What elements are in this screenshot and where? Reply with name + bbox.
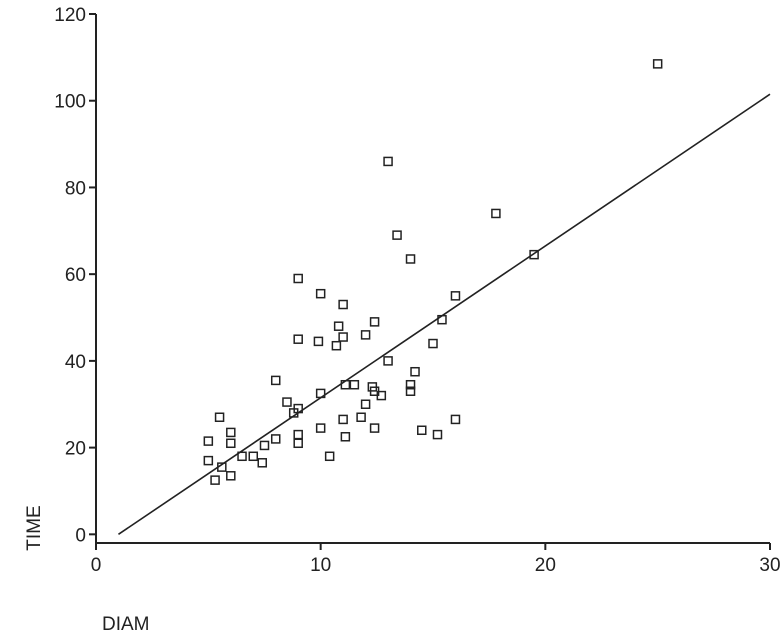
data-point xyxy=(203,436,214,446)
y-tick-label: 120 xyxy=(54,5,86,26)
data-point xyxy=(491,208,501,219)
data-point xyxy=(226,438,236,449)
data-point xyxy=(293,438,303,449)
data-point xyxy=(331,340,342,351)
data-point xyxy=(340,379,351,390)
x-tick-label: 30 xyxy=(759,555,780,576)
data-point xyxy=(432,429,443,440)
data-point xyxy=(529,249,539,260)
data-point xyxy=(652,59,663,69)
data-point xyxy=(340,432,351,442)
data-point xyxy=(338,299,348,310)
data-point xyxy=(226,471,236,481)
x-tick-label: 20 xyxy=(535,555,556,576)
y-axis-title: TIME xyxy=(24,505,45,550)
data-point xyxy=(203,455,214,466)
y-tick-label: 0 xyxy=(75,525,86,546)
axis-layer xyxy=(95,14,770,544)
data-point xyxy=(417,425,427,436)
data-point xyxy=(270,434,281,444)
data-point xyxy=(338,332,348,342)
data-point xyxy=(257,458,268,468)
y-tick-label: 20 xyxy=(65,439,86,460)
data-point xyxy=(360,399,371,409)
x-tick-label: 0 xyxy=(91,555,102,576)
data-point xyxy=(333,321,344,331)
data-point xyxy=(313,336,324,347)
data-point xyxy=(405,386,416,396)
data-point xyxy=(437,314,447,325)
data-point xyxy=(226,427,236,438)
regression-line xyxy=(118,93,771,535)
y-tick-label: 100 xyxy=(54,92,86,113)
data-point xyxy=(360,330,371,340)
data-point xyxy=(383,356,393,366)
data-point xyxy=(237,451,247,462)
data-point xyxy=(315,388,326,399)
fit-layer xyxy=(118,93,771,535)
data-point xyxy=(293,429,303,440)
x-axis-title: DIAM xyxy=(102,614,150,635)
data-point xyxy=(315,288,326,299)
data-point xyxy=(248,451,259,462)
x-tick-label: 10 xyxy=(310,555,331,576)
data-point xyxy=(376,390,387,401)
y-tick-label: 40 xyxy=(65,352,86,373)
data-point xyxy=(356,412,366,423)
data-point xyxy=(405,254,416,264)
data-point xyxy=(214,412,225,423)
data-point xyxy=(338,414,348,425)
data-point xyxy=(349,379,360,390)
data-point xyxy=(369,317,380,327)
data-point xyxy=(450,291,461,301)
data-point xyxy=(428,338,438,349)
data-point xyxy=(315,423,326,433)
data-point xyxy=(405,379,416,390)
data-point xyxy=(450,414,461,425)
data-point xyxy=(293,403,303,414)
y-tick-label: 60 xyxy=(65,265,86,286)
data-point xyxy=(324,451,335,462)
data-point xyxy=(282,397,292,407)
y-tick-label: 80 xyxy=(65,178,86,199)
tick-layer: 0 20 40 60 80 100 120 0 10 20 30 xyxy=(54,5,780,576)
data-point xyxy=(217,462,227,472)
data-point xyxy=(383,156,393,167)
data-point xyxy=(369,423,380,433)
data-point xyxy=(293,273,303,284)
data-point xyxy=(210,475,220,485)
data-point xyxy=(270,375,281,386)
point-layer xyxy=(203,59,663,485)
data-point xyxy=(259,440,270,451)
data-point xyxy=(392,230,402,240)
data-point xyxy=(410,366,420,377)
data-point xyxy=(293,334,303,344)
